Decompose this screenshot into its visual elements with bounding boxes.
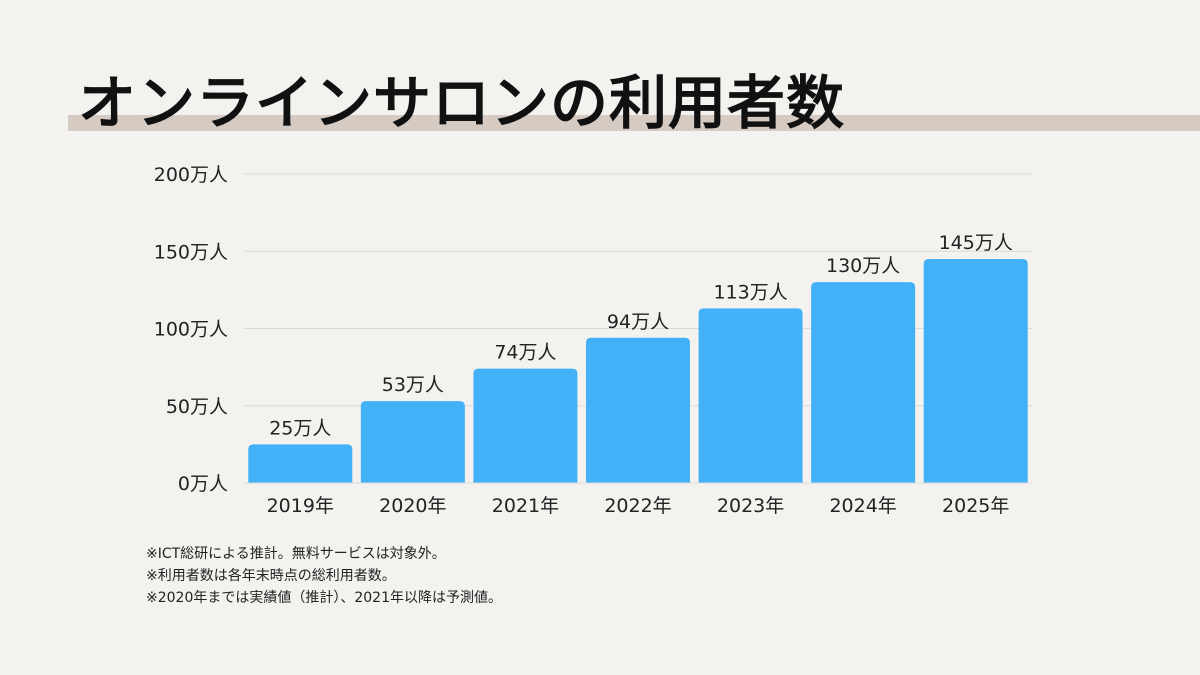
footnote: ※利用者数は各年末時点の総利用者数。: [146, 568, 396, 584]
y-tick-label: 150万人: [154, 241, 228, 263]
data-label: 74万人: [494, 342, 556, 364]
data-label: 94万人: [607, 311, 669, 333]
data-label: 25万人: [269, 417, 331, 439]
bar: [923, 258, 1028, 483]
data-label: 113万人: [713, 281, 787, 303]
x-tick-label: 2021年: [492, 495, 559, 517]
x-tick-label: 2019年: [267, 495, 334, 517]
bar: [473, 368, 578, 483]
bar: [248, 444, 353, 483]
bar: [811, 282, 916, 483]
data-label: 53万人: [382, 374, 444, 396]
page-title: オンラインサロンの利用者数: [78, 69, 846, 137]
y-tick-label: 100万人: [154, 319, 228, 341]
data-label: 130万人: [826, 255, 900, 277]
bar: [586, 337, 690, 483]
data-label: 145万人: [939, 232, 1013, 254]
x-tick-label: 2025年: [942, 495, 1009, 517]
footnotes: ※ICT総研による推計。無料サービスは対象外。 ※利用者数は各年末時点の総利用者…: [146, 543, 502, 609]
x-tick-label: 2024年: [829, 495, 896, 517]
bar: [360, 401, 465, 483]
x-tick-label: 2020年: [379, 495, 446, 517]
title-underline: [68, 115, 1200, 131]
y-tick-label: 200万人: [154, 164, 228, 186]
y-tick-label: 50万人: [166, 396, 228, 418]
bar: [698, 308, 803, 483]
x-tick-label: 2022年: [604, 495, 671, 517]
footnote: ※2020年までは実績値（推計）、2021年以降は予測値。: [146, 590, 502, 606]
footnote: ※ICT総研による推計。無料サービスは対象外。: [146, 546, 446, 562]
y-tick-label: 0万人: [178, 473, 228, 495]
x-tick-label: 2023年: [717, 495, 784, 517]
